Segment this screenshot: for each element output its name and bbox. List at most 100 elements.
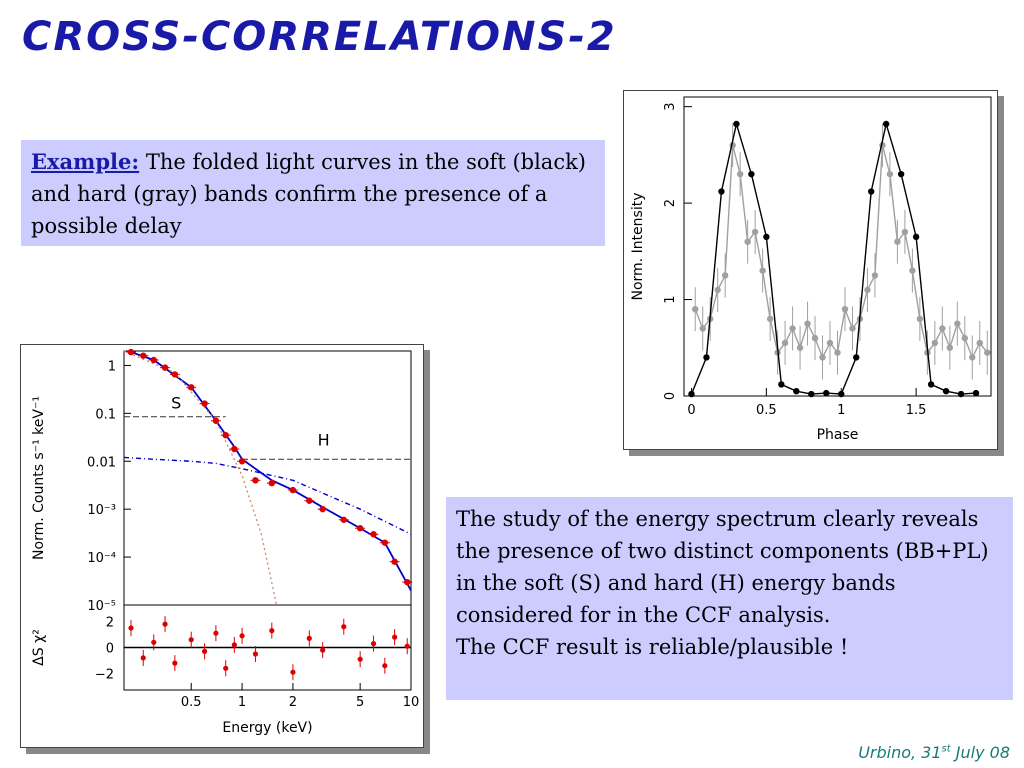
residual-axis-label: ΔS χ² bbox=[31, 629, 47, 666]
residual-point bbox=[188, 637, 194, 643]
data-point bbox=[927, 381, 935, 388]
data-point bbox=[404, 578, 411, 586]
footer-date: Urbino, 31st July 08 bbox=[858, 743, 1010, 762]
data-point bbox=[789, 325, 796, 332]
data-point bbox=[703, 354, 710, 361]
residual-point bbox=[223, 665, 229, 671]
residual-point bbox=[357, 656, 363, 662]
data-point bbox=[748, 170, 755, 178]
data-point bbox=[759, 267, 766, 274]
data-point bbox=[853, 354, 860, 361]
x-tick-label: 5 bbox=[356, 695, 364, 710]
data-point bbox=[150, 356, 157, 364]
y-axis-label: Norm. Intensity bbox=[630, 192, 646, 300]
example-text: The folded light curves in the soft (bla… bbox=[31, 150, 586, 238]
data-point bbox=[370, 531, 377, 538]
data-point bbox=[714, 286, 721, 294]
data-point bbox=[222, 431, 229, 439]
residual-point bbox=[201, 648, 208, 654]
x-tick-label: 1 bbox=[238, 695, 246, 710]
y-tick-label: 1 bbox=[108, 359, 116, 374]
data-point bbox=[733, 120, 740, 128]
data-point bbox=[808, 390, 815, 398]
residual-point bbox=[290, 669, 296, 675]
residual-point bbox=[213, 630, 219, 636]
y-tick-label: 1 bbox=[663, 295, 678, 303]
data-point bbox=[252, 477, 259, 484]
x-tick-label: 0.5 bbox=[756, 403, 777, 418]
data-point bbox=[823, 389, 830, 397]
data-point bbox=[778, 381, 785, 388]
residual-tick-label: −2 bbox=[95, 668, 114, 683]
data-point bbox=[864, 286, 871, 294]
y-tick-label: 0.1 bbox=[95, 407, 116, 422]
energy-spectrum-chart: 0.5 1 2 5 10 1 0.1 0.01 10⁻³ 10⁻⁴ 10⁻⁵ 2 0 −2 Energy (… bbox=[31, 348, 420, 736]
data-point bbox=[984, 349, 991, 356]
data-point bbox=[289, 486, 297, 494]
data-point bbox=[763, 233, 770, 241]
residual-point bbox=[404, 643, 410, 649]
energy-spectrum-figure: 0.5 1 2 5 10 1 0.1 0.01 10⁻³ 10⁻⁴ 10⁻⁵ 2 0 −2 Energy (… bbox=[20, 344, 424, 748]
residual-point bbox=[151, 639, 157, 645]
data-point bbox=[826, 339, 834, 347]
residual-tick-label: 0 bbox=[106, 642, 114, 657]
data-point bbox=[766, 315, 774, 323]
slide-title: CROSS-CORRELATIONS-2 bbox=[22, 14, 617, 60]
x-tick-label: 1.5 bbox=[906, 403, 927, 418]
data-point bbox=[796, 344, 804, 351]
data-point bbox=[811, 334, 819, 342]
y-tick-label: 10⁻⁴ bbox=[87, 551, 116, 566]
residual-point bbox=[140, 655, 146, 661]
data-point bbox=[886, 170, 894, 178]
soft-band-label: S bbox=[171, 394, 181, 413]
spectrum-text-box: The study of the energy spectrum clearly… bbox=[446, 497, 1013, 700]
data-point bbox=[201, 400, 208, 407]
example-label: Example: bbox=[31, 149, 140, 174]
x-tick-label: 0 bbox=[687, 403, 695, 418]
data-point bbox=[268, 479, 276, 487]
data-point bbox=[231, 445, 238, 453]
y-tick-label: 0.01 bbox=[87, 455, 116, 470]
data-point bbox=[976, 339, 983, 347]
data-point bbox=[306, 497, 313, 504]
y-tick-label: 10⁻³ bbox=[87, 503, 116, 518]
data-point bbox=[909, 267, 916, 274]
data-point bbox=[688, 390, 695, 398]
data-point bbox=[804, 320, 811, 327]
residual-point bbox=[306, 635, 312, 641]
data-point bbox=[188, 384, 195, 391]
example-text-box: Example: The folded light curves in the … bbox=[21, 140, 605, 246]
data-point bbox=[931, 339, 939, 347]
data-point bbox=[916, 315, 924, 323]
residual-point bbox=[172, 660, 178, 666]
data-point bbox=[894, 238, 901, 245]
data-point bbox=[161, 364, 169, 371]
x-tick-label: 1 bbox=[837, 403, 845, 418]
series-line bbox=[694, 145, 988, 360]
model-curve bbox=[130, 351, 412, 592]
data-point bbox=[238, 458, 246, 465]
data-point bbox=[356, 525, 364, 532]
series-line bbox=[690, 121, 977, 395]
data-point bbox=[834, 349, 841, 356]
x-tick-label: 0.5 bbox=[181, 695, 202, 710]
residual-point bbox=[162, 621, 168, 627]
data-point bbox=[939, 325, 946, 332]
y-axis-label: Norm. Counts s⁻¹ keV⁻¹ bbox=[31, 396, 47, 560]
data-point bbox=[946, 344, 954, 351]
residual-point bbox=[370, 641, 377, 647]
y-tick-label: 0 bbox=[663, 392, 678, 400]
conclusion-text: The CCF result is reliable/plausible ! bbox=[456, 635, 849, 659]
data-point bbox=[849, 325, 856, 332]
residual-point bbox=[392, 634, 398, 640]
x-tick-label: 10 bbox=[403, 695, 420, 710]
data-point bbox=[901, 228, 909, 236]
data-point bbox=[871, 272, 879, 279]
data-point bbox=[127, 348, 135, 356]
residual-point bbox=[231, 642, 237, 648]
data-point bbox=[171, 371, 179, 378]
data-point bbox=[969, 354, 976, 361]
data-point bbox=[140, 352, 147, 359]
light-curve-chart: 0 0.5 1 1.5 0 1 2 3 Phase Norm. Intensity bbox=[630, 96, 992, 443]
y-tick-label: 2 bbox=[663, 199, 678, 207]
